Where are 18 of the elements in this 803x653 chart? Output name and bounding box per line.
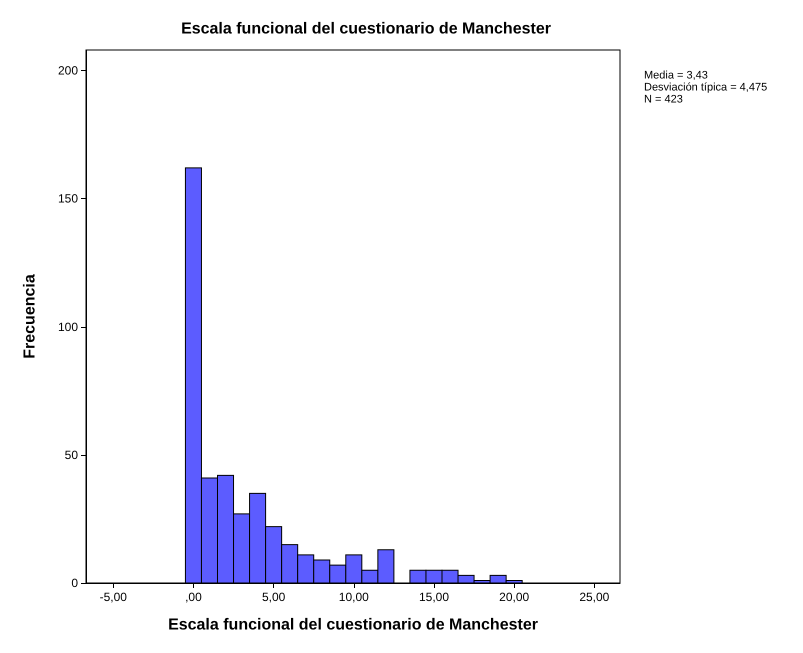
x-tick-label: ,00 [185, 590, 202, 604]
x-tick-label: 15,00 [418, 590, 450, 604]
text: Media = 3,43 [644, 70, 708, 82]
y-tick-label: 200 [58, 64, 78, 78]
x-tick-label: 5,00 [262, 590, 286, 604]
x-tick-label: 20,00 [499, 590, 530, 604]
text: Desviación típica = 4,475 [644, 82, 768, 94]
y-tick-label: 100 [58, 320, 78, 334]
y-tick-label: 150 [58, 192, 78, 206]
y-tick-label: 0 [71, 576, 78, 590]
y-axis-title: Frecuencia [22, 274, 38, 359]
y-tick-label: 50 [64, 448, 78, 462]
chart-title: Escala funcional del cuestionario de Manchester [181, 20, 551, 38]
x-tick-label: -5,00 [100, 590, 128, 604]
x-tick-label: 10,00 [338, 590, 370, 604]
text: N = 423 [644, 94, 683, 106]
x-tick-label: 25,00 [579, 590, 610, 604]
x-axis-title: Escala funcional del cuestionario de Manchester [168, 616, 538, 634]
